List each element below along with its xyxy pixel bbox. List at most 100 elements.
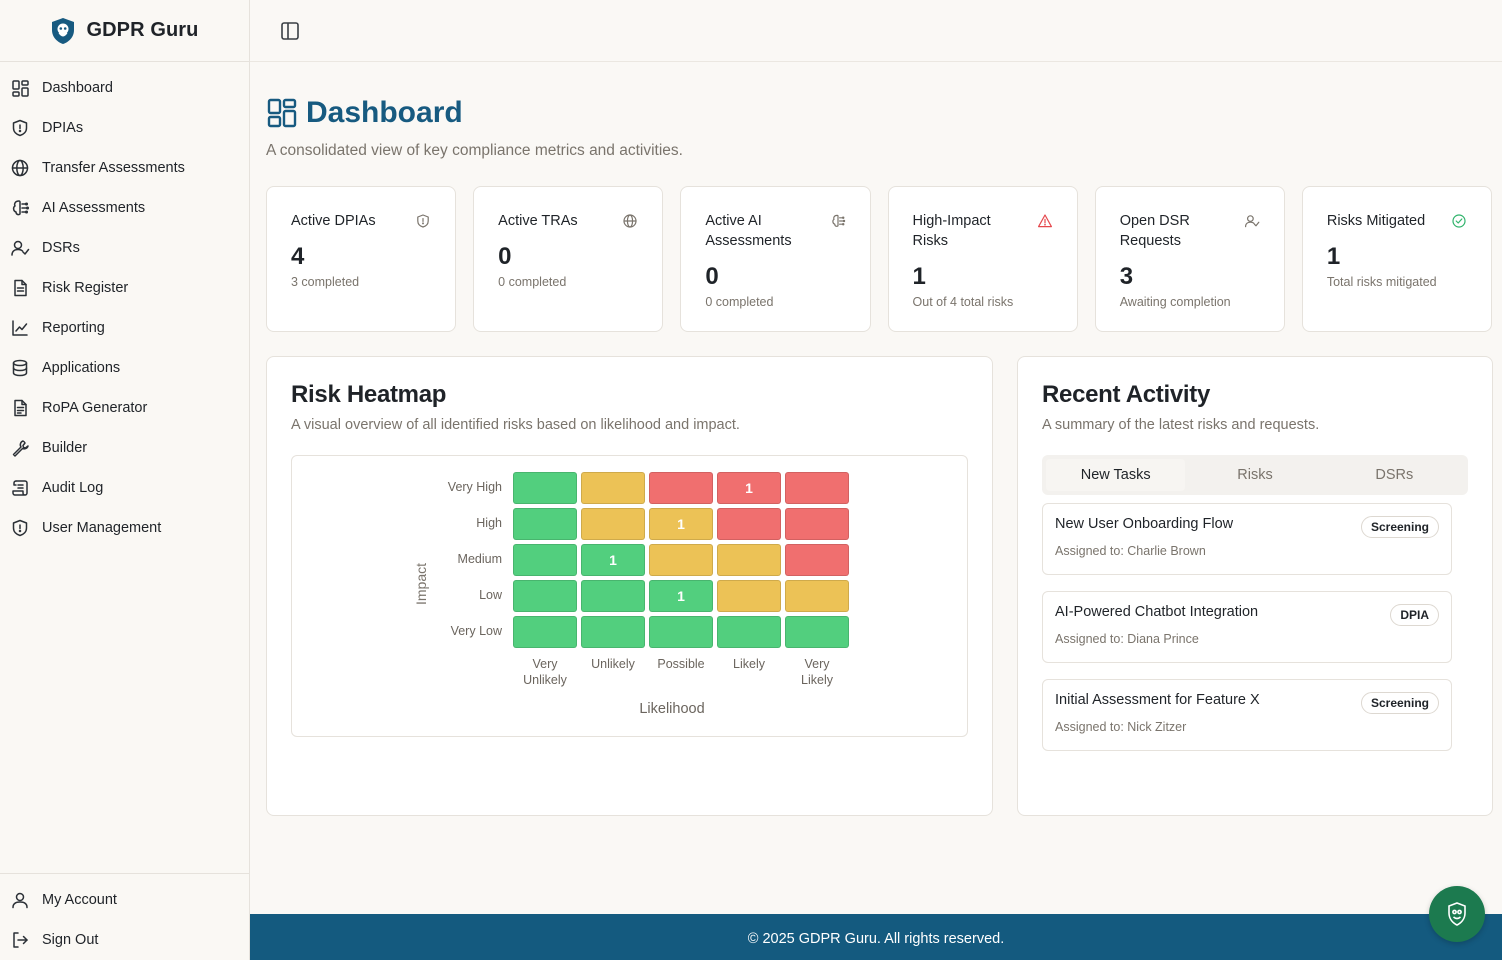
sidebar-item-label: Transfer Assessments: [42, 160, 185, 176]
stat-label: High-Impact Risks: [912, 213, 991, 249]
heatmap-cell[interactable]: [717, 544, 781, 576]
sidebar-item-applications[interactable]: Applications: [0, 348, 249, 388]
sidebar-item-builder[interactable]: Builder: [0, 428, 249, 468]
list-item[interactable]: New User Onboarding Flow Assigned to: Cha…: [1042, 503, 1452, 575]
footer-text: © 2025 GDPR Guru. All rights reserved.: [747, 931, 1005, 947]
risk-heatmap-card: Risk Heatmap A visual overview of all id…: [266, 356, 993, 816]
stat-value: 0: [705, 263, 719, 290]
stat-note: Awaiting completion: [1119, 295, 1231, 309]
heatmap-chart: Impact Likelihood Very High 1 High 1 Medium 1…: [291, 455, 968, 737]
sidebar-item-ai-assessments[interactable]: AI Assessments: [0, 188, 249, 228]
sidebar-item-dashboard[interactable]: Dashboard: [0, 68, 249, 108]
sidebar-item-label: My Account: [42, 892, 117, 908]
heatmap-cell[interactable]: [581, 616, 645, 648]
list-item[interactable]: Initial Assessment for Feature X Assigned…: [1042, 679, 1452, 751]
sidebar-item-label: DSRs: [42, 240, 80, 256]
heatmap-cell[interactable]: [717, 580, 781, 612]
heatmap-cell[interactable]: [581, 508, 645, 540]
heatmap-col-label-line: Very: [532, 657, 558, 671]
sidebar-nav: Dashboard DPIAs Transfer Assessments AI Ass…: [0, 62, 249, 548]
heatmap-cell[interactable]: [785, 472, 849, 504]
sidebar-item-reporting[interactable]: Reporting: [0, 308, 249, 348]
heatmap-cell[interactable]: 1: [649, 508, 713, 540]
sidebar-item-label: Builder: [42, 440, 88, 456]
sidebar-toggle-icon[interactable]: [279, 20, 301, 42]
heatmap-cell[interactable]: [513, 580, 577, 612]
sidebar-item-dpias[interactable]: DPIAs: [0, 108, 249, 148]
heatmap-cell[interactable]: 1: [581, 544, 645, 576]
sidebar-item-sign-out[interactable]: Sign Out: [0, 920, 249, 960]
activity-tabs: New Tasks Risks DSRs: [1042, 455, 1468, 495]
alert-triangle-icon: [1037, 213, 1053, 229]
sidebar-item-label: RoPA Generator: [42, 400, 148, 416]
heatmap-cell[interactable]: [581, 580, 645, 612]
list-item[interactable]: AI-Powered Chatbot Integration Assigned t…: [1042, 591, 1452, 663]
stat-card-risks-mitigated: Risks Mitigated 1 Total risks mitigated: [1301, 186, 1493, 332]
activity-subtitle: A summary of the latest risks and reques…: [1042, 417, 1320, 433]
stat-card-high-impact-risks: High-Impact Risks 1 Out of 4 total risks: [887, 186, 1078, 332]
heatmap-cell[interactable]: [649, 544, 713, 576]
task-title: New User Onboarding Flow: [1055, 516, 1234, 532]
heatmap-cell[interactable]: [513, 616, 577, 648]
sidebar-item-user-management[interactable]: User Management: [0, 508, 249, 548]
tab-dsrs[interactable]: DSRs: [1375, 467, 1414, 483]
heatmap-col-label-line: Unlikely: [591, 657, 635, 671]
heatmap-col-label-line: Very: [804, 657, 830, 671]
heatmap-cell[interactable]: [717, 616, 781, 648]
heatmap-col-label: Very Unlikely: [505, 656, 585, 688]
scroll-icon: [10, 478, 30, 498]
globe-icon: [622, 213, 638, 229]
heatmap-cell[interactable]: [513, 508, 577, 540]
main-content: Dashboard A consolidated view of key com…: [266, 62, 1493, 816]
sidebar-item-label: Dashboard: [42, 80, 113, 96]
stat-value: 4: [291, 243, 305, 270]
database-icon: [10, 358, 30, 378]
tab-risks[interactable]: Risks: [1237, 467, 1273, 483]
heatmap-cell[interactable]: [717, 508, 781, 540]
sidebar-bottom-nav: My Account Sign Out: [0, 873, 249, 960]
stat-card-active-tras: Active TRAs 0 0 completed: [473, 186, 664, 332]
sidebar-item-ropa-generator[interactable]: RoPA Generator: [0, 388, 249, 428]
top-bar: [250, 0, 1502, 62]
heatmap-cell[interactable]: 1: [649, 580, 713, 612]
sidebar-item-audit-log[interactable]: Audit Log: [0, 468, 249, 508]
tab-new-tasks[interactable]: New Tasks: [1046, 459, 1186, 491]
sidebar-item-transfer-assessments[interactable]: Transfer Assessments: [0, 148, 249, 188]
heatmap-cell[interactable]: [649, 616, 713, 648]
sidebar-item-label: AI Assessments: [42, 200, 146, 216]
shield-icon: [10, 518, 30, 538]
sidebar-item-label: Audit Log: [42, 480, 104, 496]
heatmap-row-label: Low: [479, 588, 502, 602]
heatmap-cell[interactable]: [785, 580, 849, 612]
task-assignee: Assigned to: Charlie Brown: [1055, 544, 1206, 558]
heatmap-cell[interactable]: [785, 508, 849, 540]
stat-value: 1: [912, 263, 926, 290]
x-axis-title: Likelihood: [639, 701, 705, 717]
heatmap-cell[interactable]: [649, 472, 713, 504]
stat-card-active-dpias: Active DPIAs 4 3 completed: [266, 186, 457, 332]
user-icon: [10, 890, 30, 910]
status-badge: DPIA: [1390, 604, 1439, 626]
document-icon: [10, 278, 30, 298]
heatmap-col-label: Possible: [641, 656, 721, 672]
heatmap-col-label-line: Likely: [801, 673, 833, 687]
heatmap-cell[interactable]: [785, 616, 849, 648]
heatmap-cell[interactable]: [785, 544, 849, 576]
stat-value: 1: [1326, 243, 1341, 270]
sidebar-item-risk-register[interactable]: Risk Register: [0, 268, 249, 308]
heatmap-col-label-line: Likely: [733, 657, 765, 671]
guru-logo-icon: [50, 17, 76, 45]
sidebar-item-my-account[interactable]: My Account: [0, 880, 249, 920]
line-chart-icon: [10, 318, 30, 338]
heatmap-cell[interactable]: [513, 544, 577, 576]
guru-bot-icon: [1448, 902, 1466, 926]
sidebar-item-label: DPIAs: [42, 120, 84, 136]
brand[interactable]: GDPR Guru: [0, 0, 249, 62]
brain-icon: [10, 198, 30, 218]
heatmap-cell[interactable]: [581, 472, 645, 504]
assistant-fab[interactable]: [1429, 886, 1485, 942]
sidebar-item-dsrs[interactable]: DSRs: [0, 228, 249, 268]
shield-icon: [415, 213, 431, 229]
heatmap-cell[interactable]: [513, 472, 577, 504]
heatmap-cell[interactable]: 1: [717, 472, 781, 504]
